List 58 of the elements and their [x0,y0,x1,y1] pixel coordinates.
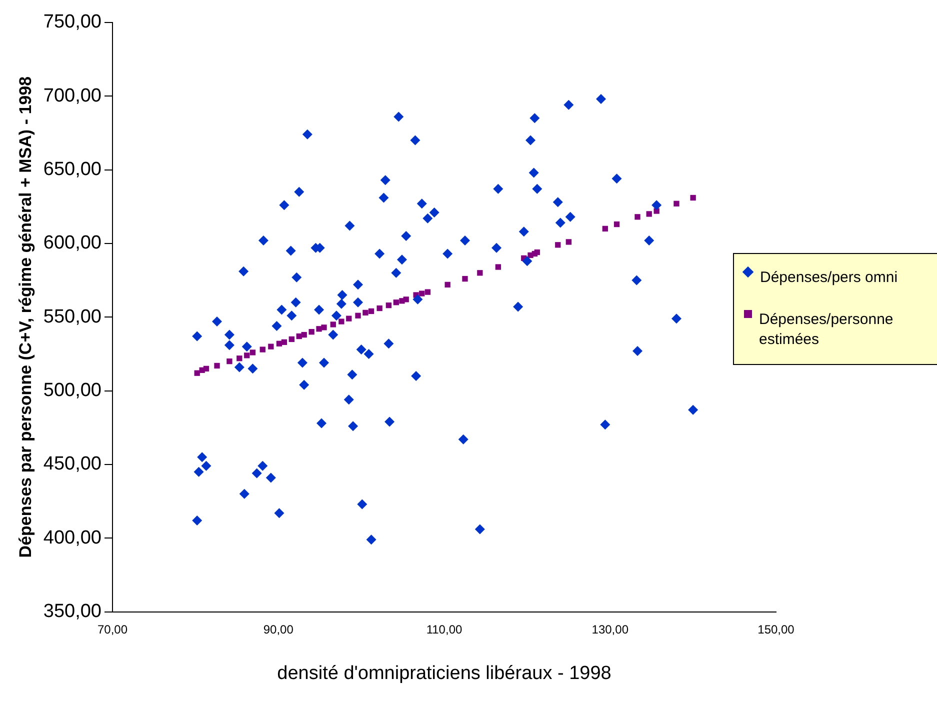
y-tick-label: 550,00 [43,306,102,328]
point [226,358,232,364]
y-tick-label: 650,00 [43,158,102,180]
point [288,336,294,342]
point [316,326,322,332]
point [301,332,307,338]
point [368,308,374,314]
point [244,352,250,358]
legend-label: Dépenses/pers omni [760,268,898,288]
point [566,239,572,245]
y-tick-label: 400,00 [43,527,102,548]
point [477,270,483,276]
point [281,339,288,345]
point [444,282,450,288]
point [236,356,242,362]
y-tick-label: 750,00 [43,12,102,33]
point [634,214,640,220]
point [355,312,361,318]
y-tick-label: 600,00 [43,232,102,254]
y-axis-title: Dépenses par personne (C+V, régime général + MSA) - 1998 [16,76,35,558]
x-tick-label: 150,00 [758,622,795,636]
x-tick-label: 90,00 [263,622,294,636]
y-tick-label: 500,00 [43,380,102,402]
point [495,264,501,270]
point [393,300,399,306]
legend-label: Dépenses/personne estimées [759,310,894,350]
point [260,346,266,352]
point [194,370,200,376]
x-axis-title: densité d'omnipraticiens libéraux - 1998 [277,662,612,684]
point [674,200,680,206]
point [690,194,696,201]
point [346,316,352,322]
point [602,226,608,232]
point [330,322,336,328]
point [338,318,344,324]
point [203,366,210,372]
y-tick-label: 450,00 [43,454,102,475]
point [534,249,540,256]
point [424,289,430,295]
point [646,211,652,217]
y-tick-label: 350,00 [43,601,102,622]
point [268,344,274,350]
x-tick-label: 130,00 [592,622,629,636]
point [403,296,409,302]
point [321,324,327,330]
y-tick-label: 700,00 [43,85,102,106]
point [308,329,314,335]
x-tick-label: 70,00 [98,622,128,636]
point [362,310,368,316]
point [214,362,220,369]
point [376,305,382,312]
point [555,242,561,248]
x-tick-label: 110,00 [426,622,462,636]
point [250,350,256,356]
point [614,221,620,228]
point [386,302,392,308]
point [462,276,468,282]
point [419,290,425,296]
